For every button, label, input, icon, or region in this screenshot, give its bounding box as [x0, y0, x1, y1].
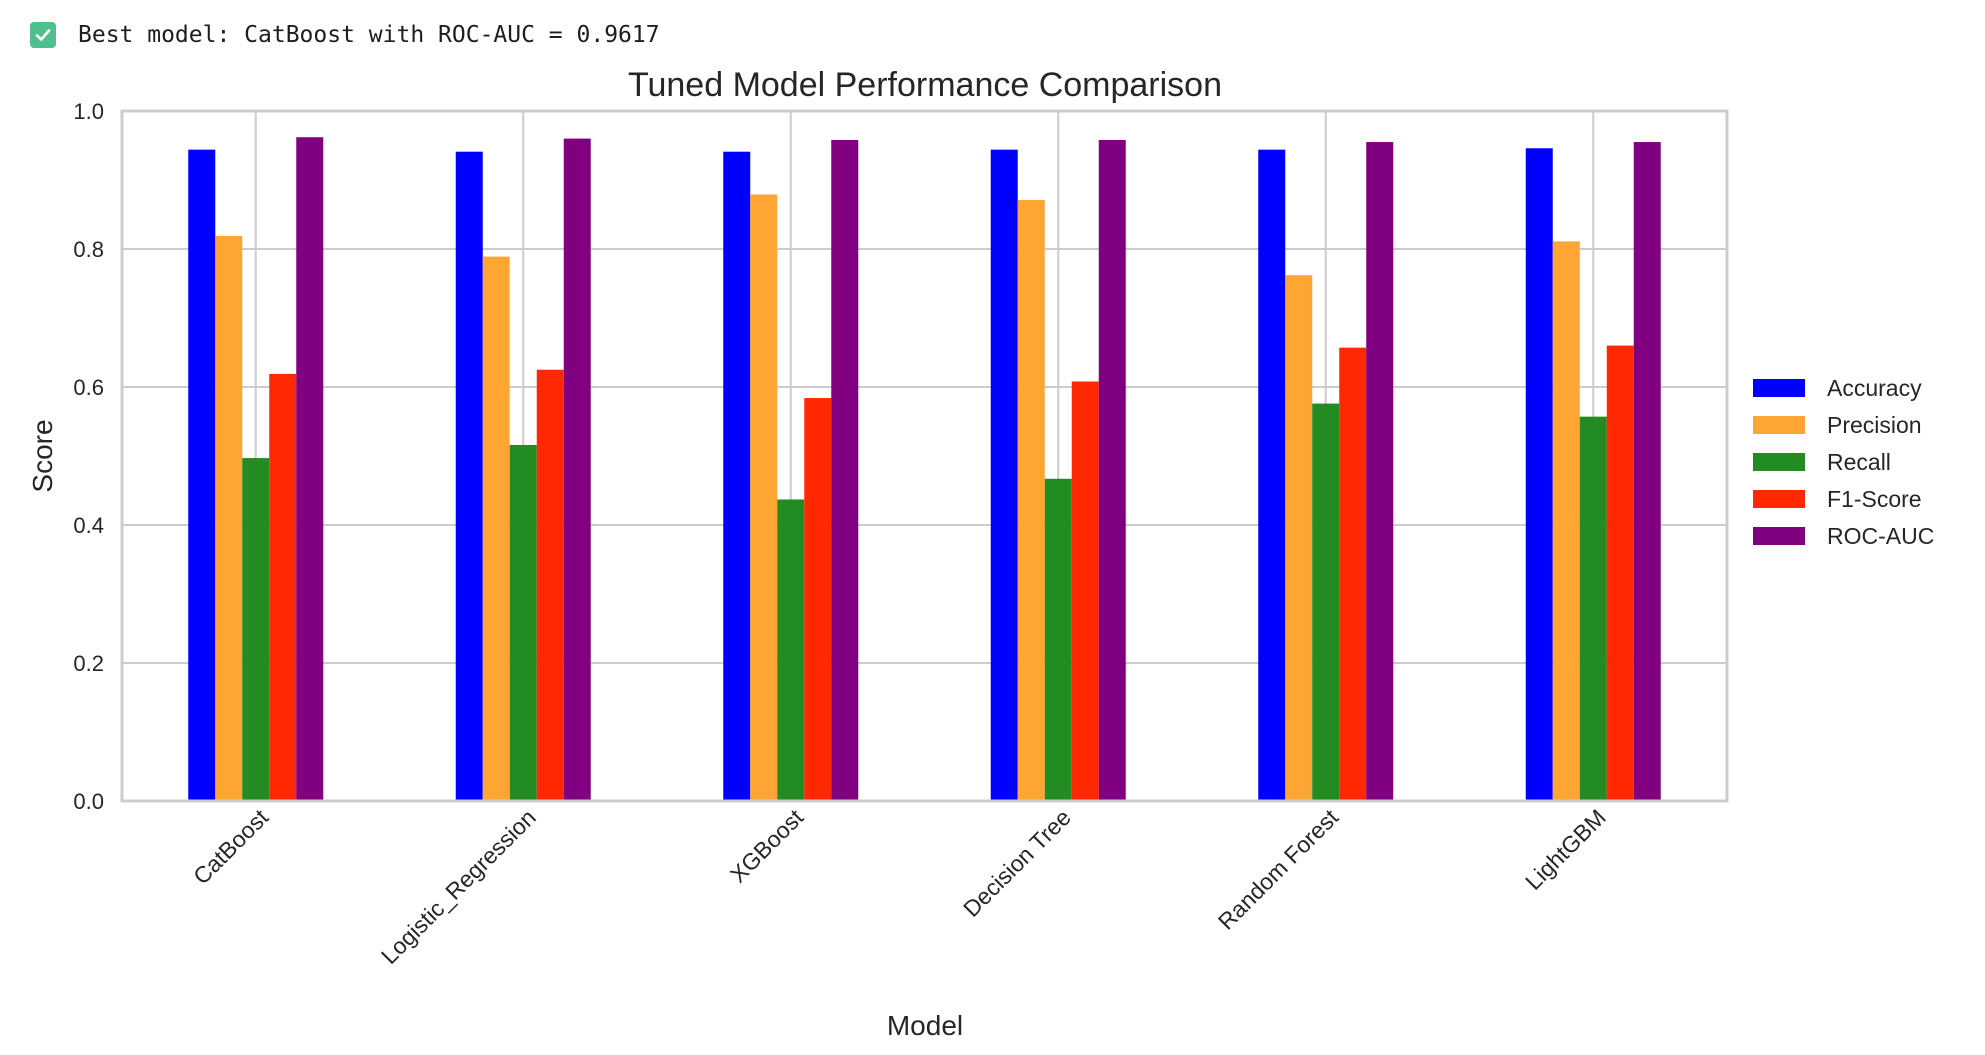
bar-roc-auc	[1366, 142, 1394, 802]
y-tick-label: 0.8	[73, 237, 104, 262]
check-mark-icon	[30, 22, 56, 48]
bar-accuracy	[723, 151, 751, 802]
y-tick-label: 0.6	[73, 375, 104, 400]
bar-accuracy	[188, 149, 216, 801]
bar-precision	[482, 256, 510, 802]
bar-roc-auc	[563, 138, 591, 802]
y-tick-label: 0.0	[73, 789, 104, 814]
legend-swatch	[1753, 453, 1805, 471]
bar-f1-score	[1071, 381, 1099, 801]
x-tick-label: Random Forest	[1213, 804, 1344, 935]
bar-recall	[1579, 416, 1607, 801]
bar-precision	[750, 194, 778, 802]
legend-swatch	[1753, 527, 1805, 545]
bar-precision	[215, 235, 243, 801]
bar-f1-score	[1606, 345, 1634, 801]
bar-f1-score	[536, 369, 564, 801]
x-axis-label: Model	[887, 1010, 963, 1041]
bars	[188, 137, 1661, 802]
bar-f1-score	[269, 373, 297, 801]
bar-recall	[1044, 478, 1072, 801]
x-tick-label: CatBoost	[188, 804, 274, 890]
plot-frame	[120, 109, 1729, 803]
x-tick-label: Logistic_Regression	[376, 804, 541, 969]
bar-accuracy	[455, 151, 483, 802]
bar-precision	[1552, 241, 1580, 801]
legend-swatch	[1753, 490, 1805, 508]
y-tick-label: 1.0	[73, 99, 104, 124]
bar-roc-auc	[1633, 142, 1661, 802]
bar-accuracy	[1525, 148, 1553, 801]
bar-f1-score	[1339, 347, 1367, 801]
legend-label: F1-Score	[1827, 486, 1922, 512]
legend-label: ROC-AUC	[1827, 523, 1934, 549]
bar-recall	[509, 444, 537, 801]
legend-swatch	[1753, 416, 1805, 434]
legend-swatch	[1753, 379, 1805, 397]
legend-label: Precision	[1827, 412, 1922, 438]
legend: Accuracy Precision Recall F1-Score ROC-AUC	[1753, 375, 1934, 549]
bar-f1-score	[804, 398, 832, 801]
y-axis-ticks: 0.0 0.2 0.4 0.6 0.8 1.0	[73, 99, 104, 814]
bar-roc-auc	[296, 137, 324, 802]
bar-accuracy	[1258, 149, 1286, 801]
legend-label: Recall	[1827, 449, 1891, 475]
bar-accuracy	[990, 149, 1018, 801]
x-tick-label: XGBoost	[725, 804, 809, 888]
y-tick-label: 0.2	[73, 651, 104, 676]
y-axis-label: Score	[27, 419, 58, 492]
y-tick-label: 0.4	[73, 513, 104, 538]
x-tick-label: LightGBM	[1520, 804, 1611, 895]
chart-title: Tuned Model Performance Comparison	[628, 66, 1222, 104]
bar-recall	[777, 499, 805, 801]
cell-output: Best model: CatBoost with ROC-AUC = 0.96…	[30, 18, 660, 52]
performance-chart: Tuned Model Performance Comparison 0.00.…	[27, 66, 1934, 1041]
grid-lines	[122, 110, 1727, 802]
bar-roc-auc	[1098, 139, 1126, 802]
bar-recall	[242, 458, 270, 801]
bar-roc-auc	[831, 139, 859, 802]
x-tick-label: Decision Tree	[958, 804, 1076, 922]
x-axis-ticks: CatBoost Logistic_Regression XGBoost Decisi…	[188, 804, 1611, 969]
bar-precision	[1017, 200, 1045, 801]
bar-precision	[1285, 275, 1313, 802]
output-text: Best model: CatBoost with ROC-AUC = 0.96…	[78, 22, 660, 48]
legend-label: Accuracy	[1827, 375, 1922, 401]
bar-recall	[1312, 403, 1340, 801]
